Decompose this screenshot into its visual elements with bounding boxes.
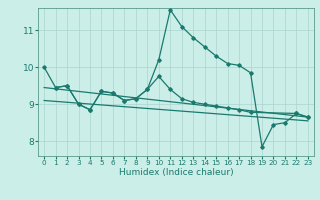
X-axis label: Humidex (Indice chaleur): Humidex (Indice chaleur) bbox=[119, 168, 233, 177]
